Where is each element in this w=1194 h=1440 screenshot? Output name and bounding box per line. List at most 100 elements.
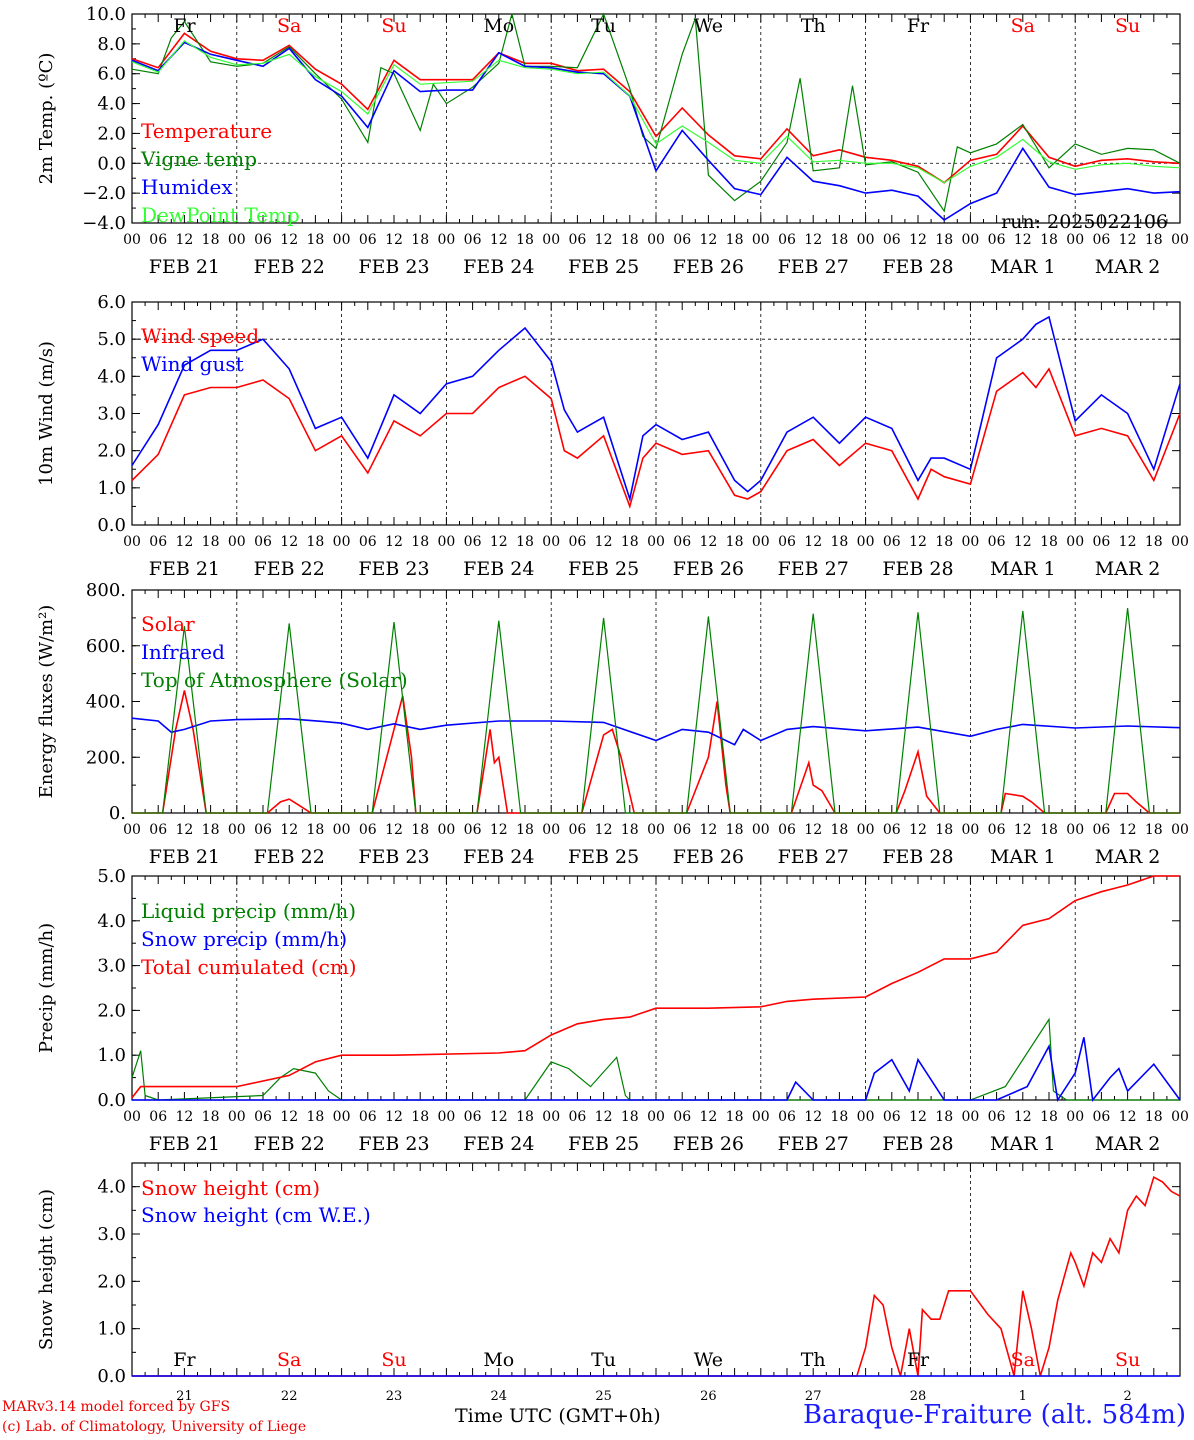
day-number-label: 22 [281,1389,298,1404]
legend-entry: Liquid precip (mm/h) [141,899,356,923]
hour-tick-label: 00 [857,822,875,838]
y-tick-label: 4.0 [97,366,126,387]
day-number-label: 25 [595,1389,612,1404]
hour-tick-label: 00 [961,232,979,248]
y-tick-label: 4.0 [97,94,126,115]
hour-tick-label: 18 [411,534,429,550]
legend-entry: Snow height (cm W.E.) [141,1203,371,1227]
hour-tick-label: 12 [1014,1109,1032,1125]
hour-tick-label: 06 [149,232,167,248]
hour-tick-label: 00 [647,822,665,838]
hour-tick-label: 12 [175,534,193,550]
weekday-label: Sa [277,15,301,37]
hour-tick-label: 00 [752,534,770,550]
panel-1 [131,12,1181,224]
series-line [132,608,1180,814]
date-label: FEB 28 [882,256,953,278]
hour-tick-label: 12 [1119,822,1137,838]
hour-tick-label: 00 [857,534,875,550]
date-label: MAR 1 [990,256,1056,278]
hour-tick-label: 06 [778,232,796,248]
y-tick-label: 4.0 [97,911,126,932]
date-label: FEB 27 [778,256,849,278]
date-label: FEB 26 [673,558,744,580]
weekday-label: Fr [907,15,930,37]
legend-entry: Snow precip (mm/h) [141,927,347,951]
date-label: FEB 23 [358,846,429,868]
y-tick-label: 5.0 [97,329,126,350]
weekday-label: Mo [483,15,514,37]
weekday-label: Sa [1011,1349,1035,1371]
hour-tick-label: 00 [1066,1109,1084,1125]
panel-2 [131,301,1181,526]
hour-tick-label: 00 [961,822,979,838]
hour-tick-label: 12 [1014,232,1032,248]
date-label: MAR 1 [990,846,1056,868]
hour-tick-label: 18 [202,1109,220,1125]
date-label: FEB 22 [254,846,325,868]
y-tick-label: 8.0 [97,34,126,55]
hour-tick-label: 06 [359,232,377,248]
y-tick-label: 3.0 [97,404,126,425]
hour-tick-label: 00 [1171,534,1189,550]
hour-tick-label: 00 [647,232,665,248]
date-label: FEB 27 [778,846,849,868]
hour-tick-label: 06 [988,534,1006,550]
y-axis-label: 10m Wind (m/s) [36,341,57,486]
legend-entry: DewPoint Temp [141,203,300,227]
hour-tick-label: 12 [699,534,717,550]
legend-entry: Temperature [141,119,272,143]
hour-tick-label: 12 [385,534,403,550]
hour-tick-label: 18 [621,232,639,248]
series-line [131,717,1181,746]
date-label: FEB 22 [254,558,325,580]
hour-tick-label: 18 [306,534,324,550]
series-line [131,12,1181,213]
hour-tick-label: 00 [752,1109,770,1125]
hour-tick-label: 06 [988,232,1006,248]
hour-tick-label: 18 [935,1109,953,1125]
date-label: FEB 22 [254,256,325,278]
y-tick-label: 10.0 [86,4,126,25]
series-line [131,315,1181,503]
hour-tick-label: 12 [1014,534,1032,550]
hour-tick-label: 00 [123,822,141,838]
hour-tick-label: 06 [359,1109,377,1125]
y-tick-label: 0.0 [97,1366,126,1387]
hour-tick-label: 18 [1145,232,1163,248]
date-label: FEB 21 [149,1133,220,1155]
hour-tick-label: 00 [123,1109,141,1125]
hour-tick-label: 06 [883,534,901,550]
weekday-label: Su [1115,15,1140,37]
hour-tick-label: 00 [542,534,560,550]
day-number-label: 24 [491,1389,508,1404]
hour-tick-label: 12 [909,232,927,248]
hour-tick-label: 00 [333,1109,351,1125]
hour-tick-label: 06 [1092,232,1110,248]
y-tick-label: 6.0 [97,64,126,85]
hour-tick-label: 18 [411,232,429,248]
time-axis-label: Time UTC (GMT+0h) [455,1405,661,1427]
hour-tick-label: 06 [1092,822,1110,838]
hour-tick-label: 12 [595,232,613,248]
y-tick-label: 2.0 [97,1000,126,1021]
hour-tick-label: 00 [647,534,665,550]
hour-tick-label: 18 [621,534,639,550]
hour-tick-label: 18 [1145,534,1163,550]
hour-tick-label: 00 [542,1109,560,1125]
y-tick-label: 0. [109,803,126,824]
hour-tick-label: 18 [935,534,953,550]
y-tick-label: 3.0 [97,1224,126,1245]
hour-tick-label: 12 [804,1109,822,1125]
hour-tick-label: 12 [699,232,717,248]
weekday-label: Th [801,1349,826,1371]
hour-tick-label: 06 [149,1109,167,1125]
hour-tick-label: 00 [1171,1109,1189,1125]
hour-tick-label: 18 [411,1109,429,1125]
date-label: FEB 28 [882,846,953,868]
y-tick-label: 6.0 [97,292,126,313]
hour-tick-label: 06 [778,534,796,550]
hour-tick-label: 18 [1040,232,1058,248]
hour-tick-label: 18 [306,232,324,248]
